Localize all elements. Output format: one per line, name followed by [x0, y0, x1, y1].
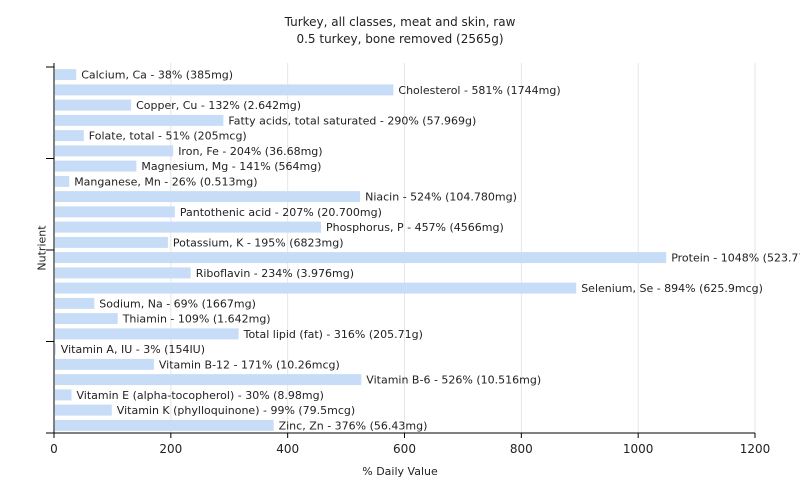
bar — [55, 99, 132, 111]
bar — [55, 191, 361, 203]
bar — [55, 236, 168, 248]
data-label: Phosphorus, P - 457% (4566mg) — [326, 221, 504, 234]
bar — [55, 206, 175, 218]
data-label: Pantothenic acid - 207% (20.700mg) — [180, 206, 382, 219]
data-label: Riboflavin - 234% (3.976mg) — [196, 267, 354, 280]
data-label: Protein - 1048% (523.77g) — [671, 252, 800, 265]
data-label: Total lipid (fat) - 316% (205.71g) — [243, 328, 423, 341]
data-label: Vitamin E (alpha-tocopherol) - 30% (8.98… — [77, 389, 324, 402]
bar — [55, 145, 174, 157]
x-tick-label: 800 — [510, 442, 533, 456]
bar — [55, 267, 191, 279]
data-label: Selenium, Se - 894% (625.9mcg) — [581, 282, 763, 295]
data-label: Magnesium, Mg - 141% (564mg) — [141, 160, 321, 173]
data-label: Manganese, Mn - 26% (0.513mg) — [74, 175, 257, 188]
data-label: Thiamin - 109% (1.642mg) — [122, 313, 271, 326]
data-label: Zinc, Zn - 376% (56.43mg) — [279, 419, 428, 432]
data-label: Sodium, Na - 69% (1667mg) — [99, 297, 256, 310]
bar — [55, 114, 224, 126]
bar — [55, 69, 77, 81]
bar — [55, 343, 56, 355]
data-label: Potassium, K - 195% (6823mg) — [173, 236, 344, 249]
bar — [55, 358, 154, 370]
data-label: Calcium, Ca - 38% (385mg) — [81, 69, 233, 82]
chart-subtitle: 0.5 turkey, bone removed (2565g) — [296, 32, 504, 46]
bar — [55, 175, 70, 187]
chart-title: Turkey, all classes, meat and skin, raw — [284, 15, 516, 29]
data-label: Fatty acids, total saturated - 290% (57.… — [228, 114, 476, 127]
x-tick-label: 400 — [276, 442, 299, 456]
bar — [55, 404, 112, 416]
data-label: Copper, Cu - 132% (2.642mg) — [136, 99, 301, 112]
bar — [55, 374, 362, 386]
data-label: Vitamin B-12 - 171% (10.26mcg) — [159, 358, 340, 371]
x-tick-label: 600 — [393, 442, 416, 456]
bar — [55, 313, 118, 325]
x-tick-label: 200 — [159, 442, 182, 456]
bar — [55, 419, 274, 431]
bar — [55, 389, 72, 401]
bar — [55, 297, 95, 309]
data-label: Cholesterol - 581% (1744mg) — [398, 84, 560, 97]
bar — [55, 130, 84, 142]
bar — [55, 282, 577, 294]
data-label: Vitamin A, IU - 3% (154IU) — [61, 343, 205, 356]
data-label: Iron, Fe - 204% (36.68mg) — [178, 145, 322, 158]
data-label: Vitamin B-6 - 526% (10.516mg) — [366, 374, 541, 387]
data-label: Folate, total - 51% (205mcg) — [89, 130, 247, 143]
bar — [55, 160, 137, 172]
y-axis-label: Nutrient — [35, 225, 49, 271]
data-label: Niacin - 524% (104.780mg) — [365, 191, 517, 204]
x-tick-label: 1200 — [740, 442, 771, 456]
x-tick-label: 1000 — [623, 442, 654, 456]
bar — [55, 328, 239, 340]
bar — [55, 84, 394, 96]
x-tick-label: 0 — [50, 442, 58, 456]
x-axis-label: % Daily Value — [362, 465, 438, 478]
data-label: Vitamin K (phylloquinone) - 99% (79.5mcg… — [117, 404, 355, 417]
bar — [55, 221, 321, 233]
bar — [55, 252, 667, 264]
